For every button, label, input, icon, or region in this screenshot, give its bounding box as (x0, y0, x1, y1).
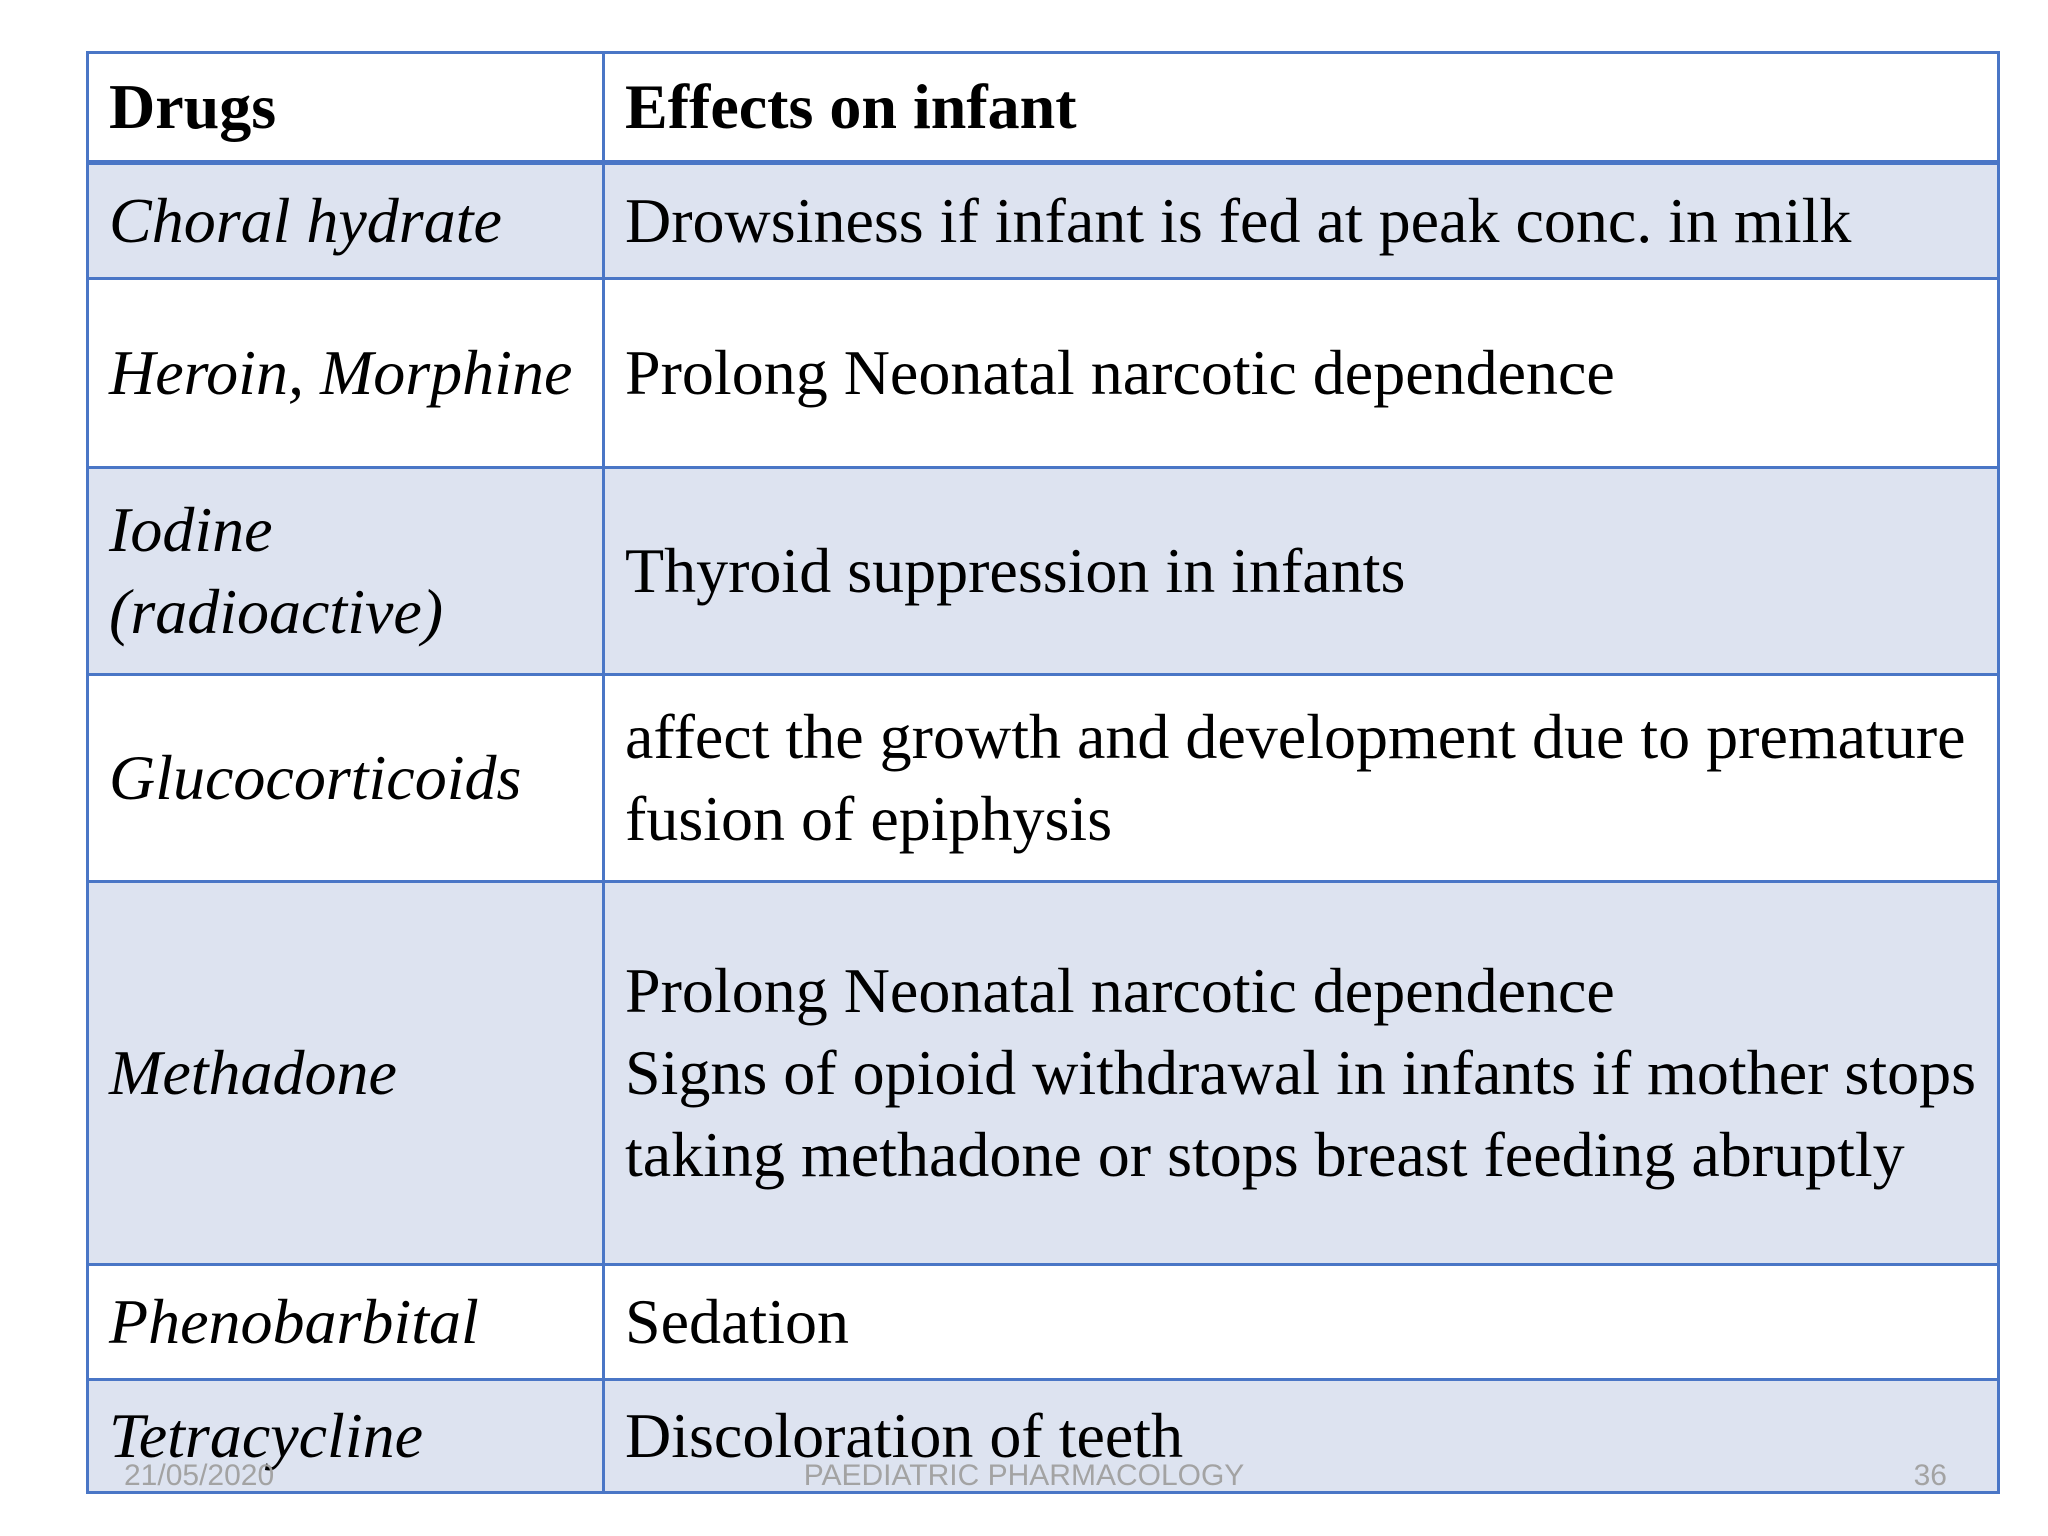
drug-name-cell: Choral hydrate (86, 161, 605, 280)
drug-name-cell: Iodine (radioactive) (86, 466, 605, 676)
effect-cell: Prolong Neonatal narcotic dependence (602, 277, 2000, 469)
table-row: Glucocorticoids affect the growth and de… (86, 673, 2000, 883)
effect-text: Prolong Neonatal narcotic dependence (625, 337, 1615, 408)
table-row: Tetracycline Discoloration of teeth (86, 1378, 2000, 1494)
table-row: Phenobarbital Sedation (86, 1263, 2000, 1381)
drug-name-cell: Heroin, Morphine (86, 277, 605, 469)
effect-cell: Sedation (602, 1263, 2000, 1381)
effect-cell: Discoloration of teeth (602, 1378, 2000, 1494)
table-row: Heroin, Morphine Prolong Neonatal narcot… (86, 277, 2000, 469)
drug-name-cell: Phenobarbital (86, 1263, 605, 1381)
effect-text: Signs of opioid withdrawal in infants if… (625, 1037, 1976, 1190)
effect-text: Sedation (625, 1286, 849, 1357)
footer-title: PAEDIATRIC PHARMACOLOGY (803, 1459, 1245, 1492)
table-row: Methadone Prolong Neonatal narcotic depe… (86, 880, 2000, 1266)
footer-date: 21/05/2020 (124, 1459, 275, 1492)
table-row: Iodine (radioactive) Thyroid suppression… (86, 466, 2000, 676)
effect-cell: Thyroid suppression in infants (602, 466, 2000, 676)
effect-text: Prolong Neonatal narcotic dependence (625, 955, 1615, 1026)
effect-cell: Drowsiness if infant is fed at peak conc… (602, 161, 2000, 280)
effect-cell: affect the growth and development due to… (602, 673, 2000, 883)
table-header-row: Drugs Effects on infant (86, 51, 2000, 165)
drug-name-cell: Glucocorticoids (86, 673, 605, 883)
effect-text: Drowsiness if infant is fed at peak conc… (625, 185, 1852, 256)
table-row: Choral hydrate Drowsiness if infant is f… (86, 161, 2000, 280)
header-drugs: Drugs (86, 51, 605, 165)
effect-cell: Prolong Neonatal narcotic dependence Sig… (602, 880, 2000, 1266)
effect-text: Discoloration of teeth (625, 1400, 1184, 1471)
effect-text: Thyroid suppression in infants (625, 535, 1406, 606)
footer-page-number: 36 (1913, 1459, 1947, 1492)
drug-name-cell: Tetracycline (86, 1378, 605, 1494)
header-effects-on-infant: Effects on infant (602, 51, 2000, 165)
drug-effects-table: Drugs Effects on infant Choral hydrate D… (86, 51, 2000, 1494)
effect-text: affect the growth and development due to… (625, 701, 1966, 854)
drug-name-cell: Methadone (86, 880, 605, 1266)
